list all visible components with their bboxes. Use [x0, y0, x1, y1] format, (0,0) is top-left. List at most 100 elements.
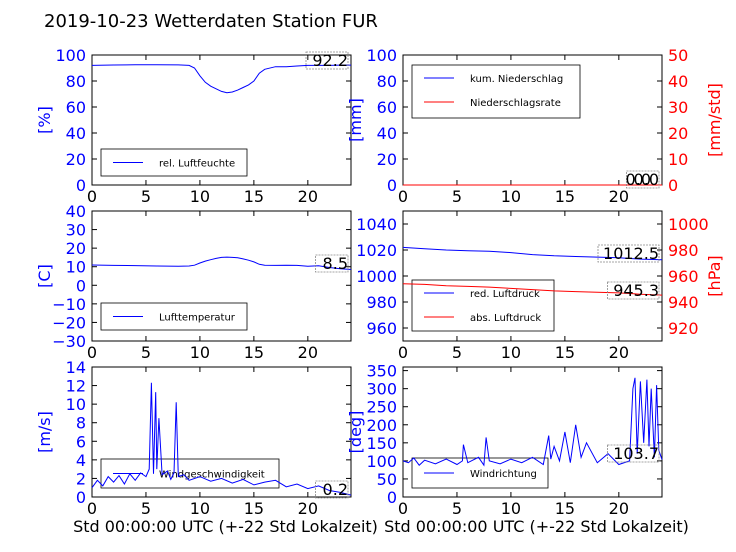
- legend-label: Windrichtung: [470, 469, 537, 480]
- y-tick-label: 60: [66, 98, 86, 117]
- y-tick-label: 6: [76, 432, 86, 451]
- y-tick-label: 80: [377, 72, 397, 91]
- y-right-axis-label: [mm/std]: [705, 83, 724, 157]
- y-tick-label: −30: [52, 332, 86, 351]
- x-tick-label: 15: [555, 187, 575, 206]
- x-tick-label: 5: [141, 343, 151, 362]
- figure-title: 2019-10-23 Wetterdaten Station FUR: [44, 11, 378, 32]
- x-tick-label: 20: [298, 499, 318, 518]
- x-tick-label: 0: [87, 343, 97, 362]
- y-right-tick-label: 30: [668, 98, 688, 117]
- current-value-right-label: 0.0: [626, 170, 651, 189]
- x-tick-label: 0: [87, 499, 97, 518]
- x-tick-label: 20: [609, 187, 629, 206]
- x-axis-label: Std 00:00:00 UTC (+-22 Std Lokalzeit): [73, 517, 378, 536]
- x-tick-label: 5: [141, 499, 151, 518]
- x-tick-label: 20: [298, 343, 318, 362]
- chart-panel-1: 0 5 10 15 20020406080100[%]rel. Luftfeuchte9…: [35, 46, 351, 206]
- y-tick-label: 0: [387, 176, 397, 195]
- current-value-label: 1012.5: [603, 244, 659, 263]
- y-tick-label: 40: [66, 124, 86, 143]
- x-tick-label: 5: [141, 187, 151, 206]
- y-tick-label: 960: [366, 319, 397, 338]
- y-tick-label: 20: [66, 239, 86, 258]
- x-tick-label: 15: [555, 343, 575, 362]
- y-tick-label: 100: [366, 452, 397, 471]
- y-tick-label: 1000: [356, 267, 397, 286]
- y-tick-label: 50: [377, 470, 397, 489]
- x-tick-label: 5: [452, 499, 462, 518]
- y-tick-label: 30: [66, 221, 86, 240]
- current-value-label: 8.5: [323, 254, 348, 273]
- y-tick-label: 980: [366, 293, 397, 312]
- x-tick-label: 15: [244, 343, 264, 362]
- current-value-label: 945.3: [613, 281, 659, 300]
- x-tick-label: 10: [501, 343, 521, 362]
- y-tick-label: 2: [76, 469, 86, 488]
- y-tick-label: 100: [55, 46, 86, 65]
- y-tick-label: 40: [377, 124, 397, 143]
- x-tick-label: 5: [452, 187, 462, 206]
- y-tick-label: −20: [52, 313, 86, 332]
- figure: 2019-10-23 Wetterdaten Station FUR 0 5 10…: [0, 0, 736, 552]
- x-tick-label: 0: [398, 343, 408, 362]
- y-right-tick-label: 1000: [668, 215, 709, 234]
- x-tick-label: 20: [609, 499, 629, 518]
- x-tick-label: 20: [298, 187, 318, 206]
- y-tick-label: 150: [366, 434, 397, 453]
- x-tick-label: 10: [501, 187, 521, 206]
- legend-label: Windgeschwindigkeit: [159, 470, 265, 481]
- y-tick-label: 40: [66, 202, 86, 221]
- x-tick-label: 20: [609, 343, 629, 362]
- y-tick-label: 20: [377, 150, 397, 169]
- chart-panel-3: 0 5 10 15 20−30−20−10010203040[C]Lufttempera…: [35, 202, 351, 362]
- x-tick-label: 0: [398, 187, 408, 206]
- legend-label: Niederschlagsrate: [470, 98, 561, 109]
- x-tick-label: 10: [190, 187, 210, 206]
- y-tick-label: 4: [76, 451, 86, 470]
- y-tick-label: 1040: [356, 215, 397, 234]
- y-tick-label: 10: [66, 258, 86, 277]
- y-tick-label: 250: [366, 398, 397, 417]
- y-right-tick-label: 10: [668, 150, 688, 169]
- chart-panel-2: 0 5 10 15 2002040608010001020304050[mm] [mm/s…: [346, 46, 724, 206]
- y-tick-label: 1020: [356, 241, 397, 260]
- y-right-tick-label: 40: [668, 72, 688, 91]
- y-right-axis-label: [hPa]: [705, 255, 724, 296]
- x-tick-label: 15: [244, 499, 264, 518]
- y-tick-label: 12: [66, 377, 86, 396]
- y-axis-label: [%]: [35, 106, 54, 134]
- y-right-tick-label: 50: [668, 46, 688, 65]
- current-value-label: 0.2: [323, 480, 348, 499]
- legend-label: rel. Luftfeuchte: [159, 159, 235, 170]
- x-tick-label: 5: [452, 343, 462, 362]
- x-tick-label: 15: [244, 187, 264, 206]
- x-tick-label: 10: [190, 343, 210, 362]
- y-right-tick-label: 980: [668, 241, 699, 260]
- y-axis-label: [mm]: [346, 98, 365, 142]
- x-tick-label: 0: [398, 499, 408, 518]
- y-axis-label: [m/s]: [35, 411, 54, 453]
- y-tick-label: 10: [66, 395, 86, 414]
- legend-label: Lufttemperatur: [159, 313, 236, 324]
- y-right-tick-label: 920: [668, 319, 699, 338]
- y-axis-label: [deg]: [346, 411, 365, 454]
- x-axis-label: Std 00:00:00 UTC (+-22 Std Lokalzeit): [384, 517, 689, 536]
- legend-label: red. Luftdruck: [470, 289, 540, 300]
- y-tick-label: 100: [366, 46, 397, 65]
- y-tick-label: 8: [76, 414, 86, 433]
- y-right-tick-label: 20: [668, 124, 688, 143]
- y-axis-label: [C]: [35, 264, 54, 288]
- legend-box: [412, 65, 580, 118]
- y-tick-label: 200: [366, 416, 397, 435]
- y-tick-label: 80: [66, 72, 86, 91]
- y-tick-label: 0: [387, 488, 397, 507]
- y-tick-label: 14: [66, 358, 86, 377]
- y-tick-label: −10: [52, 295, 86, 314]
- chart-panel-4: 0 5 10 15 20 960 980 1000 1020 1040 920 940 960 980 10…: [356, 211, 724, 362]
- legend-label: abs. Luftdruck: [470, 313, 541, 324]
- x-tick-label: 0: [87, 187, 97, 206]
- y-tick-label: 0: [76, 488, 86, 507]
- y-tick-label: 60: [377, 98, 397, 117]
- x-tick-label: 10: [190, 499, 210, 518]
